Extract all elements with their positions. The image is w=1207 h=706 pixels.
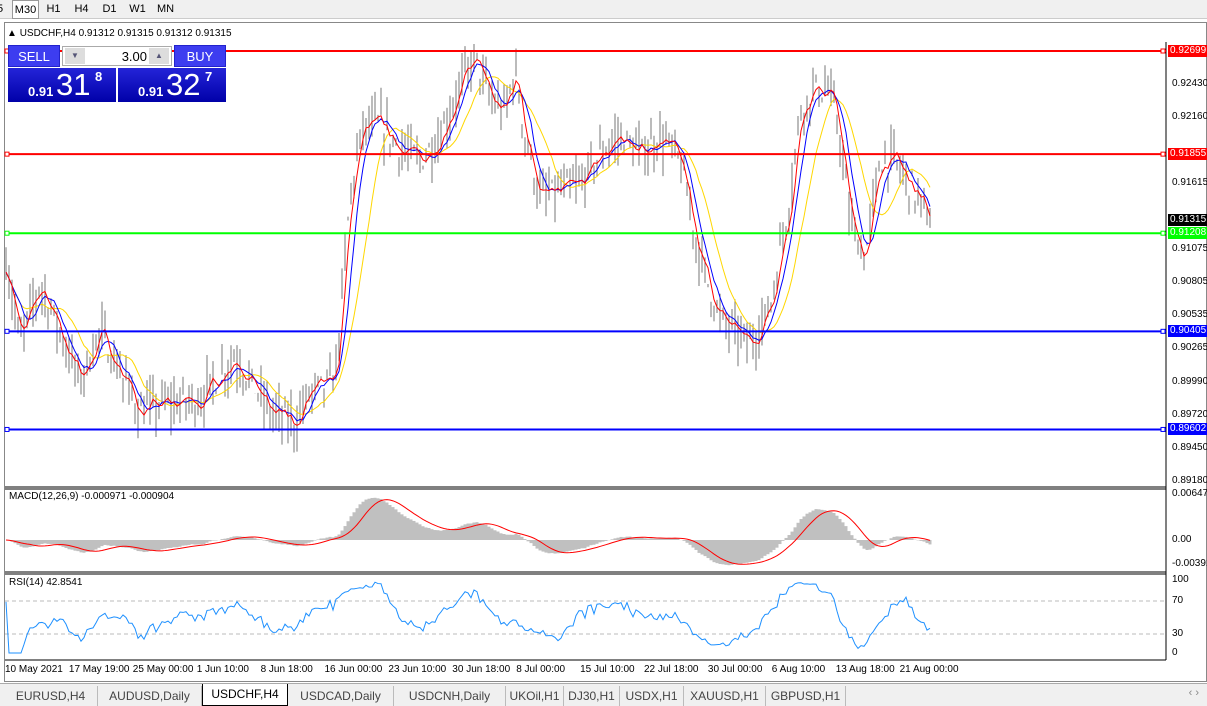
sell-button[interactable]: SELL xyxy=(8,45,60,67)
rsi-label: RSI(14) 42.8541 xyxy=(9,577,83,588)
current-price-label: 0.91315 xyxy=(1168,214,1207,227)
time-axis-label: 22 Jul 18:00 xyxy=(644,664,699,675)
sell-price[interactable]: 0.91 31 8 xyxy=(8,68,116,102)
time-axis-label: 21 Aug 00:00 xyxy=(899,664,959,675)
time-axis-label: 13 Aug 18:00 xyxy=(835,664,895,675)
time-axis-label: 8 Jun 18:00 xyxy=(260,664,313,675)
time-axis-label: 23 Jun 10:00 xyxy=(388,664,447,675)
time-axis-label: 30 Jul 00:00 xyxy=(707,664,763,675)
price-axis-label: 0.89720 xyxy=(1172,409,1207,421)
line-anchor-icon[interactable] xyxy=(4,426,10,432)
time-axis-label: 25 May 00:00 xyxy=(132,664,194,675)
time-axis-label: 30 Jun 18:00 xyxy=(452,664,511,675)
lot-value[interactable]: 3.00 xyxy=(121,49,147,64)
price-axis-label: 0.90265 xyxy=(1172,342,1207,354)
price-axis-label: 0.91615 xyxy=(1172,177,1207,189)
time-axis-label: 8 Jul 00:00 xyxy=(516,664,566,675)
buy-price[interactable]: 0.91 32 7 xyxy=(118,68,226,102)
hline-price-label: 0.91208 xyxy=(1168,227,1207,240)
time-axis-label: 17 May 19:00 xyxy=(68,664,130,675)
price-axis-label: 0.89450 xyxy=(1172,442,1207,454)
tab-usdcad-daily[interactable]: USDCAD,Daily xyxy=(288,686,394,706)
price-chart[interactable] xyxy=(0,0,1207,683)
hline-price-label: 0.90405 xyxy=(1168,325,1207,338)
time-axis-label: 1 Jun 10:00 xyxy=(196,664,249,675)
macd-label: MACD(12,26,9) -0.000971 -0.000904 xyxy=(9,491,175,502)
chart-title: ▲ USDCHF,H4 0.91312 0.91315 0.91312 0.91… xyxy=(7,28,232,39)
tab-usdx-h1[interactable]: USDX,H1 xyxy=(620,686,684,706)
tab-audusd-daily[interactable]: AUDUSD,Daily xyxy=(98,686,202,706)
tab-scroll-arrows-icon[interactable]: ‹ › xyxy=(1188,687,1199,699)
time-axis-label: 10 May 2021 xyxy=(5,664,63,675)
buy-price-big: 32 xyxy=(166,67,201,102)
sell-price-pip: 8 xyxy=(95,69,103,84)
timeframe-MN[interactable]: MN xyxy=(156,3,175,15)
timeframe-H4[interactable]: H4 xyxy=(74,3,89,15)
rsi-axis-label: 0 xyxy=(1172,647,1178,658)
lot-increase-icon[interactable]: ▲ xyxy=(149,48,169,64)
price-axis-label: 0.91075 xyxy=(1172,243,1207,255)
moving-average-red xyxy=(5,58,931,427)
price-axis-label: 0.90535 xyxy=(1172,309,1207,321)
tab-usdcnh-daily[interactable]: USDCNH,Daily xyxy=(394,686,506,706)
line-anchor-icon[interactable] xyxy=(1160,151,1166,157)
chart-tabs: ‹ › EURUSD,H4 AUDUSD,Daily USDCHF,H4 USDCAD… xyxy=(0,683,1207,706)
price-axis-label: 0.92430 xyxy=(1172,77,1207,89)
tab-gbpusd-h1[interactable]: GBPUSD,H1 xyxy=(766,686,846,706)
hline-price-label: 0.89602 xyxy=(1168,423,1207,436)
time-axis-label: 6 Aug 10:00 xyxy=(771,664,826,675)
line-anchor-icon[interactable] xyxy=(4,151,10,157)
symbol-quote: USDCHF,H4 0.91312 0.91315 0.91312 0.9131… xyxy=(19,28,232,39)
line-anchor-icon[interactable] xyxy=(1160,426,1166,432)
rsi-axis-label: 30 xyxy=(1172,628,1184,639)
line-anchor-icon[interactable] xyxy=(1160,230,1166,236)
timeframe-5[interactable]: 5 xyxy=(0,0,6,19)
rsi-axis-label: 100 xyxy=(1172,574,1189,585)
macd-signal-line xyxy=(5,499,931,565)
buy-button[interactable]: BUY xyxy=(174,45,226,67)
sell-price-prefix: 0.91 xyxy=(28,84,54,99)
tab-xauusd-h1[interactable]: XAUUSD,H1 xyxy=(684,686,766,706)
timeframe-H1[interactable]: H1 xyxy=(46,3,61,15)
timeframe-D1[interactable]: D1 xyxy=(102,3,117,15)
price-axis-label: 0.90805 xyxy=(1172,276,1207,288)
time-axis-label: 15 Jul 10:00 xyxy=(580,664,635,675)
one-click-trading-panel: SELL ▼ 3.00 ▲ BUY 0.91 31 8 0.91 32 7 xyxy=(8,45,226,102)
line-anchor-icon[interactable] xyxy=(1160,328,1166,334)
sell-price-big: 31 xyxy=(56,67,91,102)
tab-usdchf-h4[interactable]: USDCHF,H4 xyxy=(202,684,288,706)
line-anchor-icon[interactable] xyxy=(4,230,10,236)
tab-dj30-h1[interactable]: DJ30,H1 xyxy=(564,686,620,706)
tab-eurusd-h4[interactable]: EURUSD,H4 xyxy=(4,686,98,706)
timeframe-M30[interactable]: M30 xyxy=(12,0,39,19)
price-axis-label: 0.92160 xyxy=(1172,110,1207,122)
macd-axis-label: 0.00 xyxy=(1172,534,1192,545)
rsi-axis-label: 70 xyxy=(1172,595,1184,606)
moving-average-yellow xyxy=(5,76,931,415)
line-anchor-icon[interactable] xyxy=(4,328,10,334)
timeframe-toolbar: 5 M30 H1 H4 D1 W1 MN xyxy=(0,0,1207,19)
lot-decrease-icon[interactable]: ▼ xyxy=(65,48,85,64)
time-axis-label: 16 Jun 00:00 xyxy=(324,664,383,675)
tab-ukoil-h1[interactable]: UKOil,H1 xyxy=(506,686,564,706)
collapse-triangle-icon[interactable]: ▲ xyxy=(7,28,17,39)
timeframe-W1[interactable]: W1 xyxy=(129,3,146,15)
macd-axis-label: 0.00647 xyxy=(1172,488,1207,499)
hline-price-label: 0.91855 xyxy=(1168,148,1207,161)
price-axis-label: 0.89990 xyxy=(1172,376,1207,388)
lot-size-input[interactable]: ▼ 3.00 ▲ xyxy=(62,46,172,66)
line-anchor-icon[interactable] xyxy=(1160,48,1166,54)
price-axis-label: 0.89180 xyxy=(1172,475,1207,487)
buy-price-pip: 7 xyxy=(205,69,213,84)
rsi-line xyxy=(5,581,931,654)
moving-average-blue xyxy=(5,63,931,422)
hline-price-label: 0.92699 xyxy=(1168,45,1207,57)
buy-price-prefix: 0.91 xyxy=(138,84,164,99)
